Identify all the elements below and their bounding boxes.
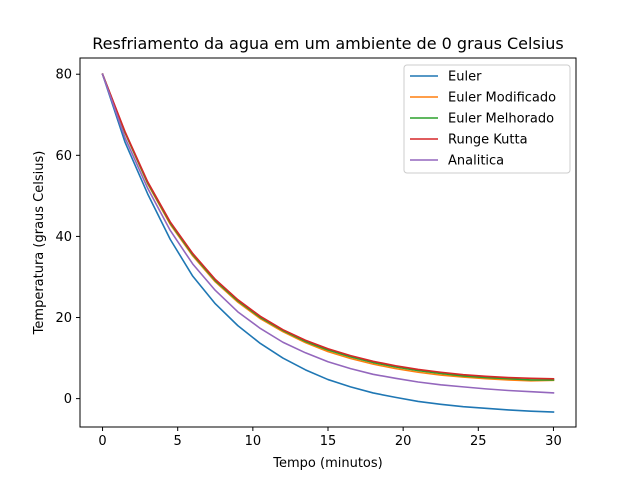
y-tick-label: 20 — [55, 311, 72, 326]
x-tick-label: 0 — [98, 434, 106, 449]
y-tick-label: 60 — [55, 149, 72, 164]
plot-area: 0 5 10 15 20 25 30 0 20 40 60 80 — [55, 57, 577, 449]
x-tick-label: 25 — [470, 434, 487, 449]
x-axis-label: Tempo (minutos) — [272, 456, 382, 471]
legend-label-euler-melhorado: Euler Melhorado — [448, 112, 554, 127]
series-line-analitica — [101, 73, 555, 394]
x-tick-label: 30 — [545, 434, 562, 449]
legend-label-analitica: Analitica — [448, 154, 504, 169]
legend-label-euler-modificado: Euler Modificado — [448, 91, 556, 106]
y-tick-label: 40 — [55, 230, 72, 245]
legend-label-euler: Euler — [448, 70, 482, 85]
y-tick-label: 80 — [55, 68, 72, 83]
x-tick-label: 20 — [395, 434, 412, 449]
x-tick-label: 15 — [320, 434, 337, 449]
x-axis-ticks: 0 5 10 15 20 25 30 — [98, 427, 562, 449]
legend-box — [403, 64, 571, 174]
y-axis-ticks: 0 20 40 60 80 — [55, 68, 80, 407]
x-tick-label: 5 — [174, 434, 182, 449]
series-lines — [101, 73, 555, 413]
series-line-euler — [101, 73, 555, 413]
y-axis-label: Temperatura (graus Celsius) — [32, 151, 47, 336]
series-line-runge-kutta — [101, 73, 555, 380]
x-tick-label: 10 — [245, 434, 262, 449]
chart-title: Resfriamento da agua em um ambiente de 0… — [92, 34, 563, 53]
legend: Euler Euler Modificado Euler Melhorado Rung… — [403, 64, 571, 174]
y-tick-label: 0 — [64, 392, 72, 407]
legend-label-runge-kutta: Runge Kutta — [448, 133, 528, 148]
